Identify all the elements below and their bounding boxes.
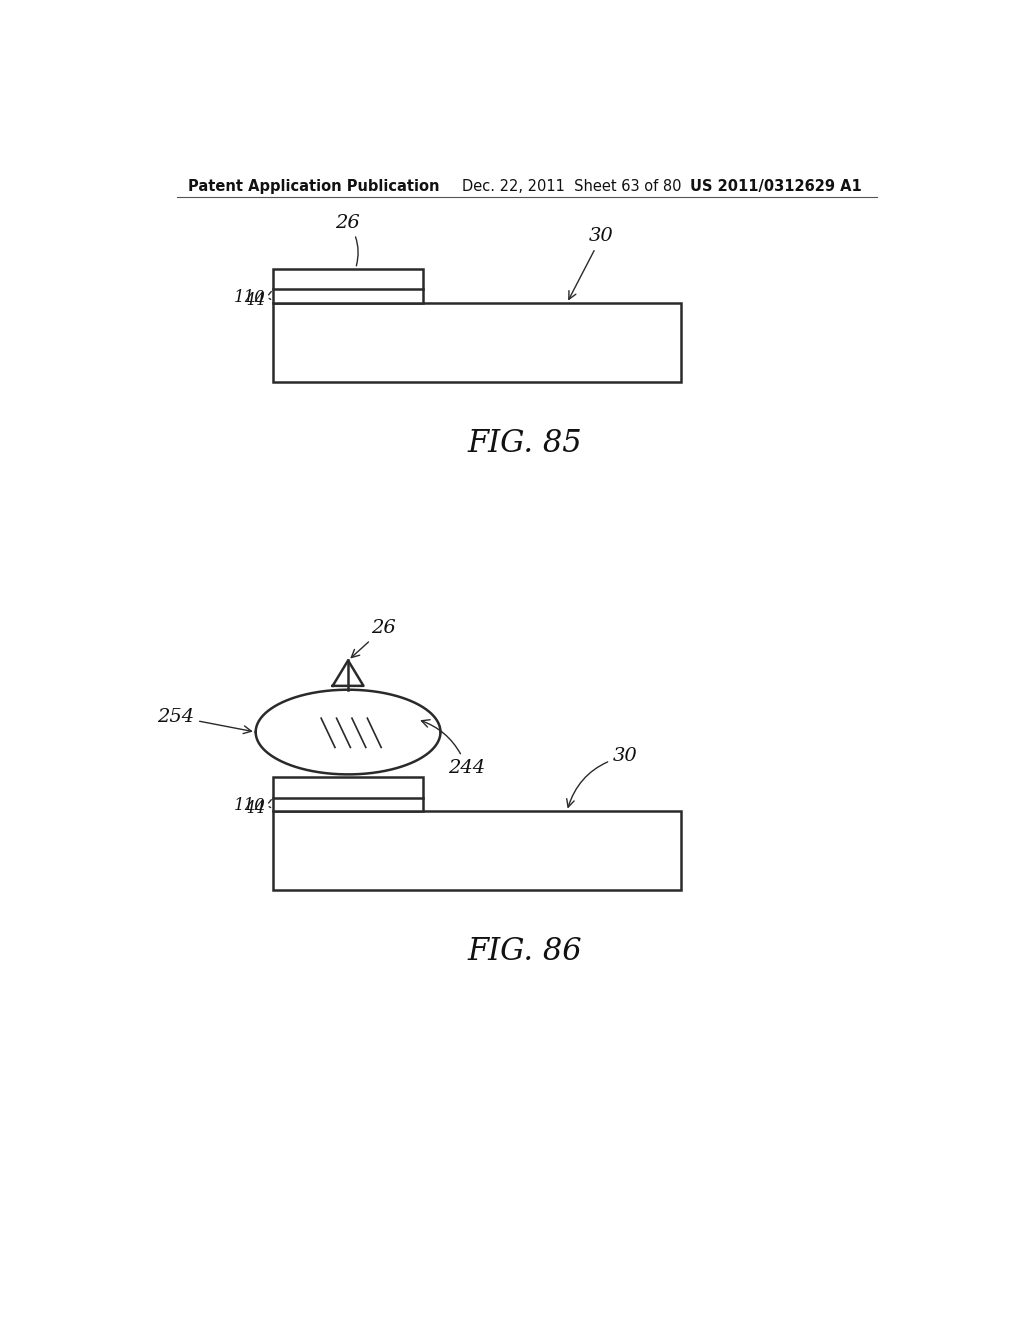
Text: FIG. 85: FIG. 85 bbox=[468, 428, 582, 459]
Text: 30: 30 bbox=[566, 747, 638, 808]
Text: Dec. 22, 2011  Sheet 63 of 80: Dec. 22, 2011 Sheet 63 of 80 bbox=[462, 180, 681, 194]
Text: 26: 26 bbox=[336, 214, 360, 265]
Text: 26: 26 bbox=[351, 619, 396, 657]
Text: 30: 30 bbox=[569, 227, 613, 300]
Text: 44: 44 bbox=[244, 800, 265, 817]
Text: Patent Application Publication: Patent Application Publication bbox=[188, 180, 440, 194]
Text: 110: 110 bbox=[233, 797, 265, 813]
Text: 44: 44 bbox=[244, 292, 265, 309]
Bar bbox=[273, 268, 423, 304]
Bar bbox=[273, 304, 681, 381]
Text: 110: 110 bbox=[233, 289, 265, 305]
Bar bbox=[273, 812, 681, 890]
Text: 254: 254 bbox=[157, 708, 252, 734]
Text: 244: 244 bbox=[422, 719, 485, 777]
Text: US 2011/0312629 A1: US 2011/0312629 A1 bbox=[690, 180, 862, 194]
Text: FIG. 86: FIG. 86 bbox=[468, 936, 582, 968]
Bar bbox=[273, 776, 423, 812]
